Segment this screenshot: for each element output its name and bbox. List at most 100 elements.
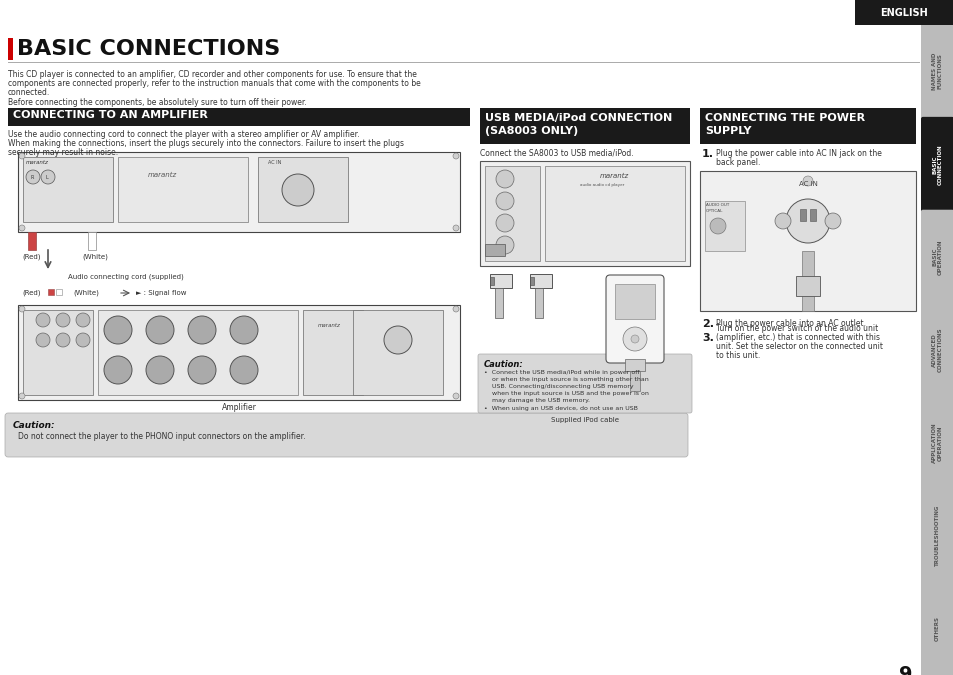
Circle shape [453, 306, 458, 312]
Circle shape [622, 327, 646, 351]
Text: (SA8003 ONLY): (SA8003 ONLY) [484, 126, 578, 136]
Text: marantz: marantz [317, 323, 340, 328]
Text: TROUBLESHOOTING: TROUBLESHOOTING [934, 505, 939, 566]
Bar [809, 209, 815, 221]
Bar [700, 171, 915, 311]
Circle shape [36, 333, 50, 347]
Bar [495, 288, 502, 318]
Text: When making the connections, insert the plugs securely into the connectors. Fail: When making the connections, insert the … [8, 139, 403, 148]
Circle shape [496, 192, 514, 210]
Circle shape [453, 225, 458, 231]
Bar [18, 152, 459, 232]
Text: Supplied iPod cable: Supplied iPod cable [551, 417, 618, 423]
Text: AC IN: AC IN [798, 181, 817, 187]
Text: securely may result in noise.: securely may result in noise. [8, 148, 118, 157]
Text: Before connecting the components, be absolutely sure to turn off their power.: Before connecting the components, be abs… [8, 98, 307, 107]
Bar [28, 232, 36, 250]
Circle shape [76, 333, 90, 347]
Bar [479, 108, 689, 144]
Text: R: R [30, 175, 34, 180]
Circle shape [56, 333, 70, 347]
Circle shape [496, 214, 514, 232]
FancyBboxPatch shape [605, 275, 663, 363]
Bar [544, 166, 684, 261]
Circle shape [19, 393, 25, 399]
Bar [795, 276, 820, 296]
Text: ADVANCED
CONNECTIONS: ADVANCED CONNECTIONS [931, 327, 942, 373]
Bar [484, 244, 504, 256]
Circle shape [26, 170, 40, 184]
Text: 9: 9 [899, 665, 912, 675]
Bar [98, 310, 297, 395]
Bar [118, 157, 248, 222]
Circle shape [709, 218, 725, 234]
Text: APPLICATION
OPERATION: APPLICATION OPERATION [931, 423, 942, 463]
Bar [490, 277, 494, 285]
Text: NAMES AND
FUNCTIONS: NAMES AND FUNCTIONS [931, 53, 942, 90]
FancyBboxPatch shape [5, 413, 687, 457]
Circle shape [824, 213, 841, 229]
Text: Do not connect the player to the PHONO input connectors on the amplifier.: Do not connect the player to the PHONO i… [18, 432, 305, 441]
Bar [18, 305, 459, 400]
Text: may damage the USB memory.: may damage the USB memory. [483, 398, 589, 403]
Circle shape [19, 306, 25, 312]
Text: BASIC CONNECTIONS: BASIC CONNECTIONS [17, 39, 280, 59]
Bar [484, 166, 539, 261]
Text: marantz: marantz [26, 160, 49, 165]
Text: Audio connecting cord (supplied): Audio connecting cord (supplied) [68, 274, 184, 281]
Circle shape [19, 153, 25, 159]
FancyBboxPatch shape [477, 354, 691, 413]
Text: •  Connect the USB media/iPod while in power off: • Connect the USB media/iPod while in po… [483, 370, 639, 375]
Text: CONNECTING THE POWER: CONNECTING THE POWER [704, 113, 864, 123]
Bar [920, 0, 953, 675]
FancyBboxPatch shape [920, 210, 953, 304]
Text: USB MEDIA/iPod CONNECTION: USB MEDIA/iPod CONNECTION [484, 113, 672, 123]
Bar [56, 289, 62, 295]
Text: This CD player is connected to an amplifier, CD recorder and other components fo: This CD player is connected to an amplif… [8, 70, 416, 79]
Bar [530, 274, 552, 288]
Circle shape [146, 316, 173, 344]
Bar [800, 209, 805, 221]
Bar [48, 289, 54, 295]
FancyBboxPatch shape [920, 24, 953, 119]
Circle shape [802, 176, 812, 186]
Bar [629, 371, 639, 391]
Bar [530, 277, 534, 285]
Text: BASIC
CONNECTION: BASIC CONNECTION [931, 144, 942, 184]
Bar [303, 310, 363, 395]
Bar [801, 251, 813, 311]
Text: back panel.: back panel. [716, 158, 760, 167]
Text: (amplifier, etc.) that is connected with this: (amplifier, etc.) that is connected with… [716, 333, 879, 342]
Text: Use the audio connecting cord to connect the player with a stereo amplifier or A: Use the audio connecting cord to connect… [8, 130, 359, 139]
Text: Plug the power cable into an AC outlet.: Plug the power cable into an AC outlet. [716, 319, 865, 328]
Bar [88, 232, 96, 250]
Text: audio audio cd player: audio audio cd player [579, 183, 623, 187]
Text: (Red): (Red) [22, 254, 40, 261]
Text: connected.: connected. [8, 88, 51, 97]
Text: Turn on the power switch of the audio unit: Turn on the power switch of the audio un… [716, 324, 878, 333]
Text: OPTICAL: OPTICAL [705, 209, 722, 213]
Bar [257, 157, 348, 222]
Bar [854, 0, 953, 25]
Circle shape [453, 153, 458, 159]
Circle shape [230, 316, 257, 344]
Circle shape [282, 174, 314, 206]
Bar [8, 38, 13, 60]
Text: Caution:: Caution: [13, 421, 55, 430]
Text: marantz: marantz [599, 173, 628, 179]
FancyBboxPatch shape [920, 117, 953, 212]
Text: BASIC
OPERATION: BASIC OPERATION [931, 240, 942, 275]
Bar [353, 310, 442, 395]
Text: L: L [46, 175, 49, 180]
Text: or when the input source is something other than: or when the input source is something ot… [483, 377, 648, 382]
Text: 1.: 1. [701, 149, 713, 159]
Circle shape [41, 170, 55, 184]
Text: 2.: 2. [701, 319, 713, 329]
Text: 3.: 3. [701, 333, 713, 343]
Circle shape [56, 313, 70, 327]
Text: CONNECTING TO AN AMPLIFIER: CONNECTING TO AN AMPLIFIER [13, 110, 208, 120]
Text: ► : Signal flow: ► : Signal flow [136, 290, 186, 296]
Text: Plug the power cable into AC IN jack on the: Plug the power cable into AC IN jack on … [716, 149, 881, 158]
Circle shape [230, 356, 257, 384]
Circle shape [453, 393, 458, 399]
